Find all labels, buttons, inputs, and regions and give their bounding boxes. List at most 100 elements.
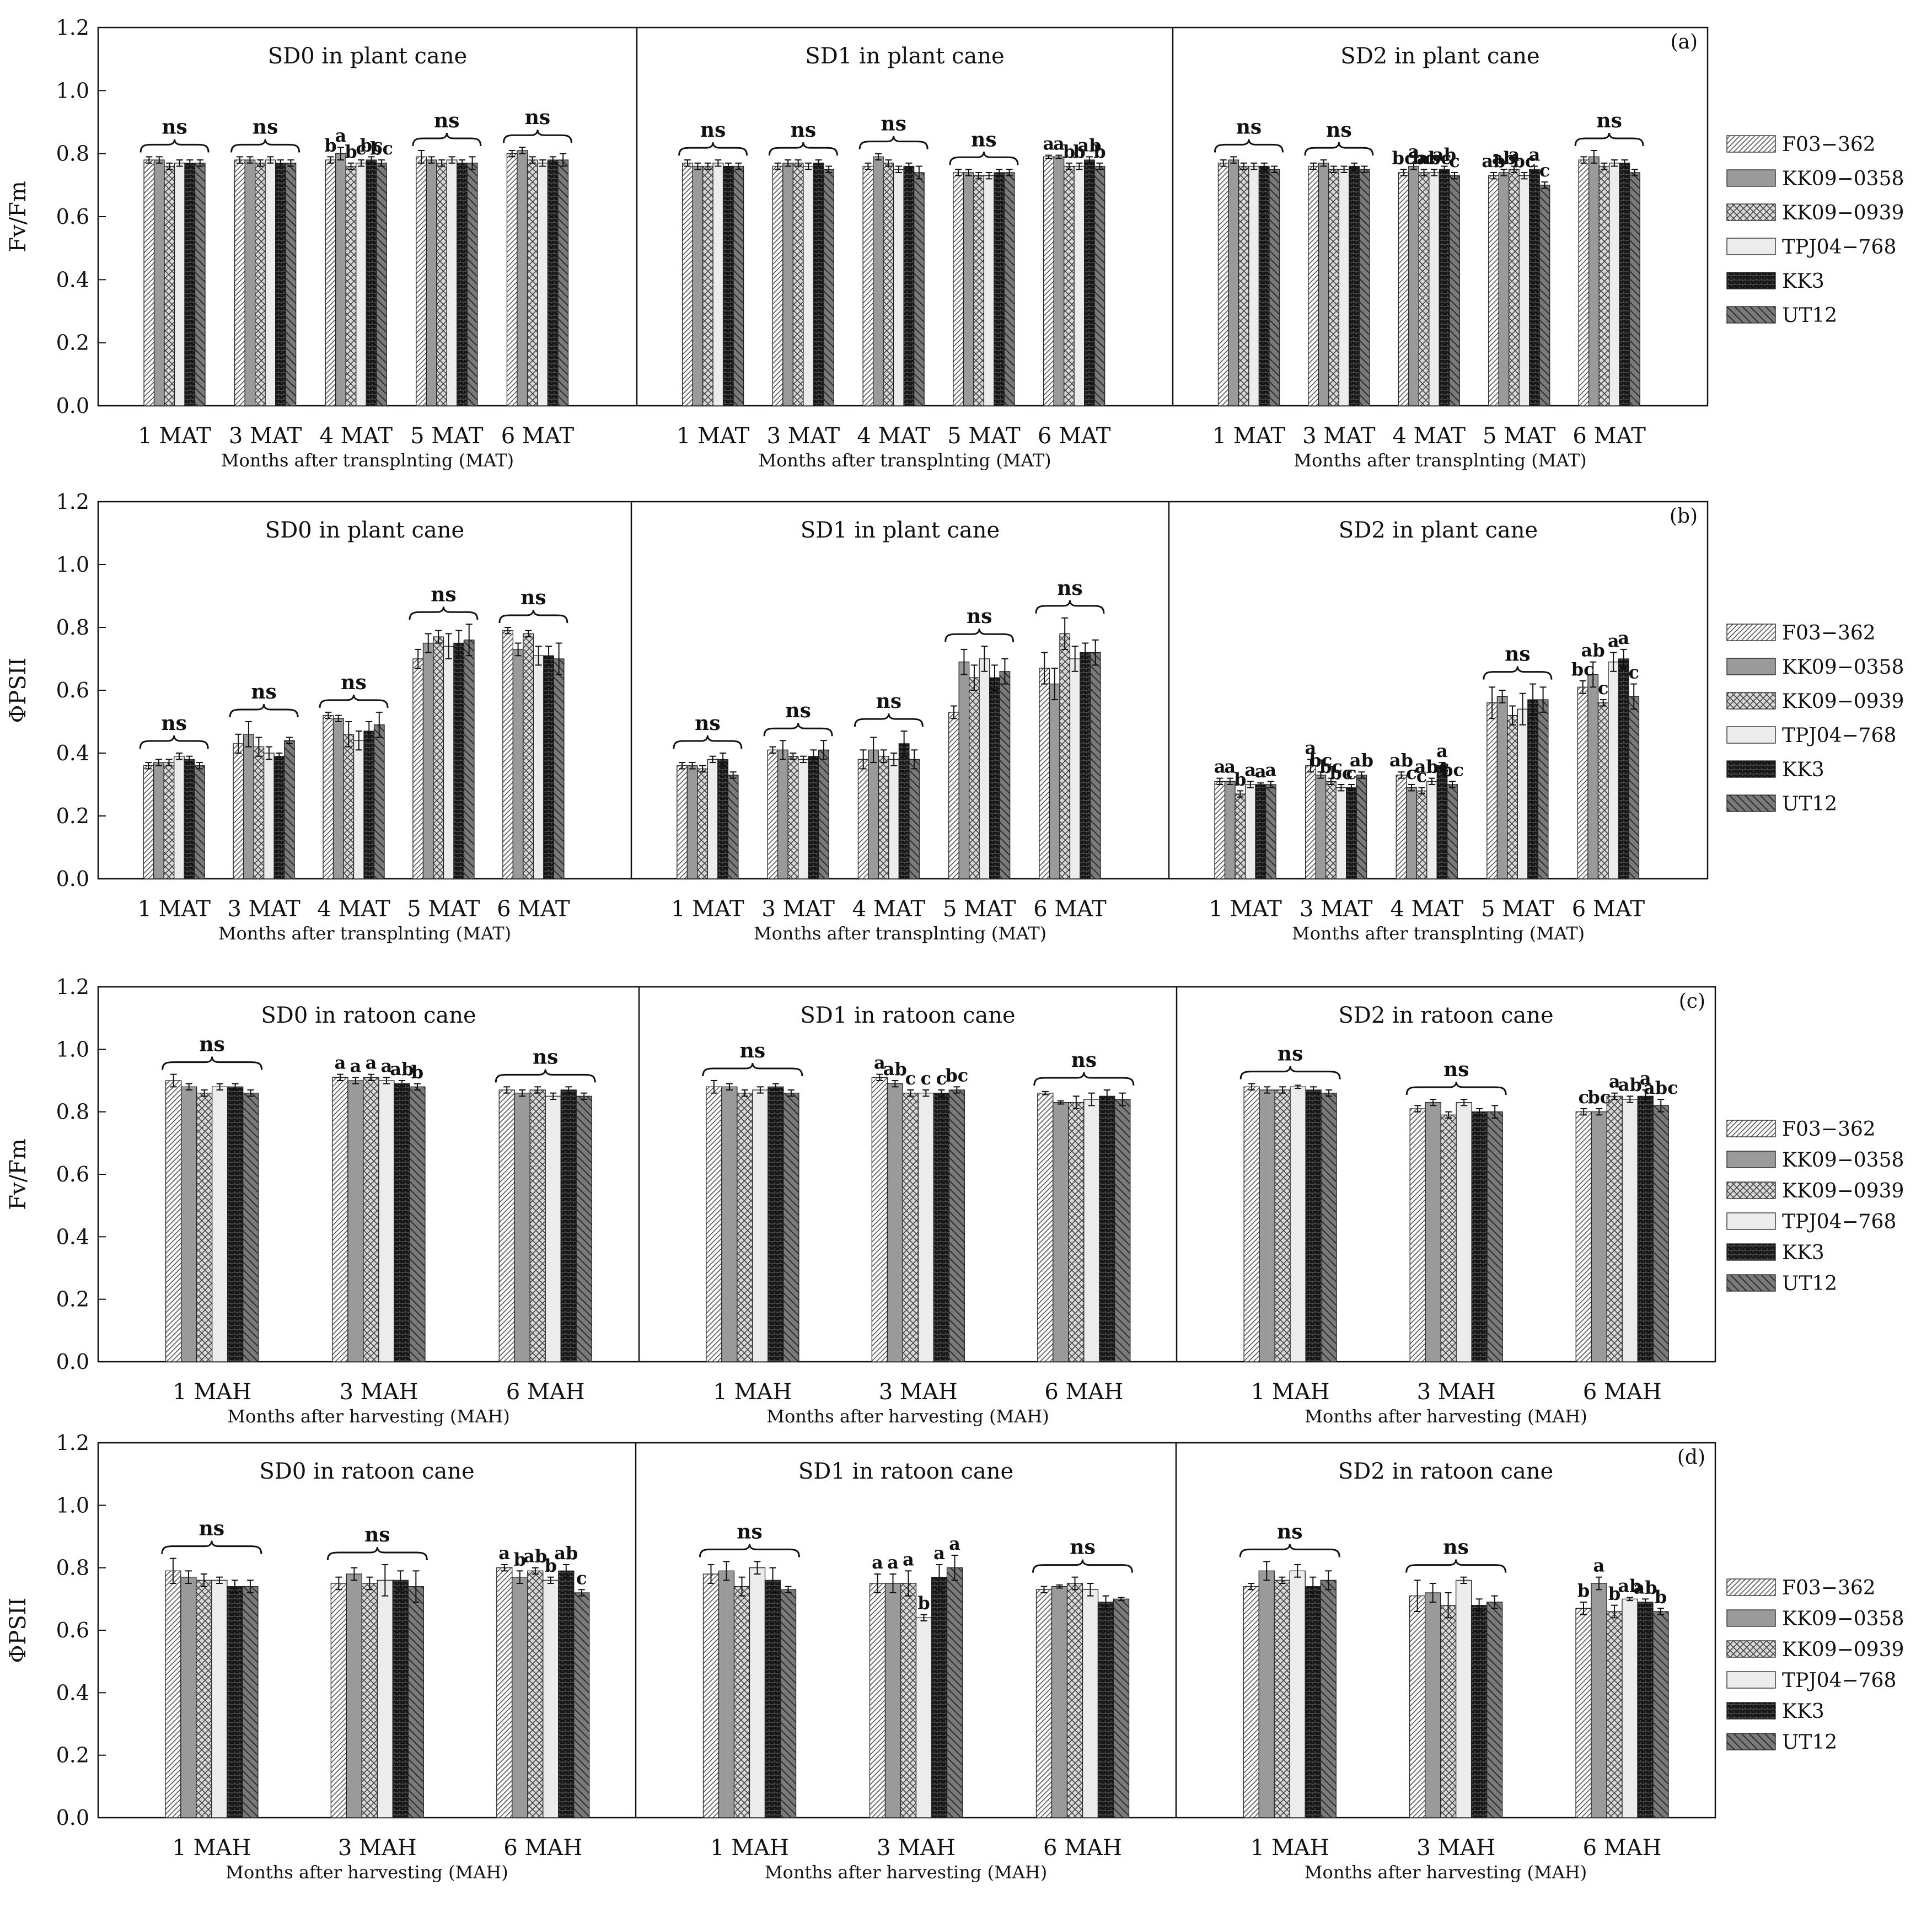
bar-KK09−0358	[958, 662, 970, 879]
bar-KK3	[1618, 658, 1629, 879]
bar-F03−362	[677, 765, 688, 879]
bar-KK09−0939	[253, 746, 265, 879]
significance-letter: b	[411, 1062, 423, 1083]
bar-KK3	[227, 1086, 244, 1362]
x-tick-label: 6 MAH	[1043, 1835, 1122, 1861]
x-tick-label: 1 MAT	[138, 423, 211, 449]
bar-KK3	[275, 163, 286, 406]
bar-KK3	[1619, 163, 1630, 406]
significance-letter: a	[1043, 133, 1055, 154]
bar-F03−362	[1409, 1108, 1426, 1362]
bar-KK09−0358	[1588, 156, 1600, 406]
x-tick-label: 6 MAH	[1583, 1835, 1662, 1861]
significance-letter: a	[1593, 1555, 1605, 1576]
significance-letter: bc	[1441, 759, 1464, 780]
bar-TPJ04−768	[1426, 781, 1437, 879]
panel-0: 0.0 0.2 0.4 0.6 0.8 1.0 1.2 Fv/Fm (a) SD0 in plan…	[6, 15, 1904, 471]
bar-KK09−0358	[884, 1583, 901, 1818]
y-tick-label: 0.2	[56, 1287, 89, 1312]
bar-UT12	[913, 172, 925, 406]
bar-KK09−0939	[1606, 1611, 1623, 1818]
bar-KK3	[1255, 784, 1266, 879]
legend-label: UT12	[1782, 793, 1837, 815]
bar-KK09−0358	[1053, 1102, 1069, 1362]
significance-letter: a	[1408, 141, 1420, 162]
significance-letter: a	[1609, 1071, 1620, 1092]
bar-TPJ04−768	[888, 759, 900, 879]
ns-brace	[763, 723, 833, 737]
bar-KK3	[994, 172, 1005, 406]
bar-UT12	[818, 749, 829, 879]
bar-KK09−0358	[868, 749, 879, 879]
significance-letter: bc	[1587, 1087, 1611, 1108]
x-tick-label: 6 MAH	[506, 1379, 585, 1405]
bar-KK09−0939	[363, 1077, 379, 1362]
bar-KK09−0358	[243, 734, 254, 879]
y-tick-label: 0.2	[56, 1743, 89, 1768]
bar-KK3	[1529, 169, 1540, 406]
bar-UT12	[409, 1086, 426, 1362]
significance-letter: bc	[1513, 151, 1536, 171]
bar-UT12	[1356, 775, 1367, 879]
y-axis-label: Fv/Fm	[6, 181, 31, 253]
bar-KK09−0939	[697, 768, 709, 879]
bar-F03−362	[1217, 163, 1229, 406]
bar-KK3	[1436, 765, 1448, 879]
bar-KK09−0939	[163, 762, 175, 879]
y-tick-label: 1.2	[56, 15, 89, 40]
x-tick-label: 4 MAT	[317, 896, 390, 922]
legend-label: KK09−0358	[1782, 1149, 1904, 1172]
bar-KK09−0358	[335, 153, 346, 406]
y-axis-label: ΦPSII	[6, 658, 31, 723]
bar-KK09−0358	[332, 718, 344, 879]
x-tick-label: 3 MAH	[877, 1835, 956, 1861]
x-tick-label: 3 MAT	[767, 423, 840, 449]
y-tick-label: 0.2	[56, 804, 89, 828]
bar-TPJ04−768	[265, 159, 276, 406]
bar-F03−362	[1398, 172, 1409, 406]
legend-swatch	[1726, 624, 1776, 641]
bar-TPJ04−768	[211, 1580, 228, 1818]
x-tick-label: 1 MAT	[1212, 423, 1286, 449]
ns-brace	[1574, 132, 1644, 147]
ns-label: ns	[1236, 115, 1262, 138]
bar-TPJ04−768	[263, 753, 275, 879]
bar-KK09−0358	[1318, 163, 1329, 406]
x-tick-label: 3 MAT	[227, 896, 300, 922]
x-tick-label: 6 MAT	[1573, 423, 1646, 449]
bar-KK3	[184, 759, 195, 879]
bar-KK09−0358	[1228, 159, 1239, 406]
bar-TPJ04−768	[378, 1080, 395, 1362]
bar-KK09−0939	[878, 756, 889, 879]
x-tick-label: 6 MAH	[1044, 1379, 1123, 1405]
bar-F03−362	[1578, 159, 1590, 406]
x-tick-label: 1 MAH	[713, 1379, 792, 1405]
bar-KK09−0939	[361, 1583, 378, 1818]
ns-label: ns	[737, 1520, 762, 1543]
subplot-title: SD2 in ratoon cane	[1338, 1459, 1553, 1484]
x-tick-label: 1 MAH	[1251, 1379, 1330, 1405]
bar-UT12	[1449, 175, 1460, 406]
y-tick-label: 1.0	[56, 78, 89, 103]
bar-KK09−0939	[196, 1093, 213, 1362]
x-tick-label: 4 MAT	[320, 423, 393, 449]
bar-TPJ04−768	[752, 1089, 769, 1362]
ns-brace	[495, 1069, 596, 1083]
bar-UT12	[1090, 652, 1101, 879]
y-tick-label: 0.8	[56, 1556, 89, 1580]
bar-KK09−0939	[1235, 793, 1246, 879]
legend-label: KK09−0358	[1782, 168, 1904, 190]
significance-letter: a	[933, 1543, 945, 1564]
bar-KK09−0358	[1424, 1592, 1441, 1818]
legend: F03−362 KK09−0358 KK09−0939 TPJ04−768 KK3 UT1…	[1726, 1577, 1904, 1754]
bar-F03−362	[1243, 1086, 1260, 1362]
bar-KK09−0358	[346, 1573, 362, 1818]
bar-TPJ04−768	[797, 759, 809, 879]
charts-layer: 0.0 0.2 0.4 0.6 0.8 1.0 1.2 Fv/Fm (a) SD0 in plan…	[6, 15, 1904, 1883]
subplot-title: SD0 in ratoon cane	[261, 1003, 476, 1028]
bar-KK09−0939	[1068, 1102, 1085, 1362]
legend-swatch	[1726, 1181, 1776, 1199]
bar-TPJ04−768	[1290, 1086, 1306, 1362]
y-tick-label: 0.8	[56, 615, 89, 640]
